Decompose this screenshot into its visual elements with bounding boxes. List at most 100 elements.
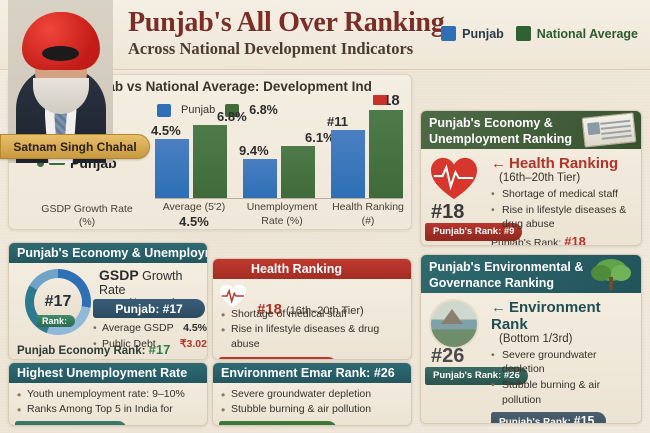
chart-plot-area: 4.5% 6.8% 9.4% 6.1% #11 18	[151, 92, 403, 199]
economy-stat-value: 4.5%	[183, 322, 207, 334]
speaker-nameplate: Satnam Singh Chahal	[0, 134, 150, 159]
environment-rank-value: #26	[305, 423, 325, 425]
economy-rank-value: #17	[44, 293, 72, 310]
x-label-gsdp: Average (5'2) 4.5%	[149, 201, 239, 230]
unemployment-rank-pill: Punjab's Rank: #4	[15, 421, 127, 426]
economy-stat-row: Public Debt ₹3.02	[93, 337, 207, 353]
bar-group-health: #11 18	[327, 92, 403, 198]
health-bullet: Shortage of medical staff	[221, 307, 403, 325]
x-label-gsdp-text: Average (5'2)	[162, 201, 226, 213]
right-environment-rank-pill: Punjab's Rank: #15	[491, 411, 607, 423]
arrow-left-icon: ←	[491, 299, 506, 316]
unemployment-rank-label: Punjab's Rank:	[23, 425, 98, 426]
x-label-unemployment-text: Unemployment Rate (%)	[246, 201, 318, 227]
tree-icon	[585, 257, 637, 291]
right-environment-bullets: Severe groundwater depletion Stubble bur…	[491, 348, 633, 407]
health-rank-pill-value: #18	[305, 359, 325, 360]
health-bullets: Shortage of medical staff Rise in lifest…	[213, 303, 411, 355]
flag-icon	[373, 95, 387, 105]
economy-stat-label: Public Debt	[102, 337, 156, 350]
economy-rank-bar: Punjab: #17	[93, 299, 205, 318]
chart-legend-swatch-national	[225, 103, 240, 117]
bar-label-punjab-health: #11	[327, 114, 348, 129]
bar-punjab-health: #11	[327, 114, 365, 198]
economy-heading-line: GSDP Growth Rate	[99, 267, 205, 297]
bar-punjab-gsdp: 4.5%	[151, 123, 189, 198]
bar-national-gsdp: 6.8%	[193, 109, 247, 198]
chart-x-axis	[155, 198, 403, 199]
right-environment-big-number: #26	[431, 345, 465, 367]
right-environment-bullet: Severe groundwater depletion	[491, 348, 633, 376]
right-economy-caption: Punjab's Economy & Unemployment Ranking	[421, 111, 641, 149]
environment-card: Environment Emar Rank: #26 Severe ground…	[212, 362, 412, 426]
right-environment-heading-text: Environment Rank	[491, 299, 601, 333]
right-environment-bullet: Stubble burning & air pollution	[491, 378, 633, 406]
right-environment-caption-text: Punjab's Environmental & Governance Rank…	[429, 260, 584, 290]
legend-swatch-punjab	[441, 26, 457, 41]
right-economy-heading-text: Health Ranking	[509, 155, 619, 172]
unemployment-bullet: Ranks Among Top 5 in India for	[17, 402, 199, 420]
right-economy-bullet: Rise in lifestyle diseases & drug abuse	[491, 203, 633, 231]
right-economy-card: Punjab's Economy & Unemployment Ranking …	[420, 110, 642, 246]
health-card: Health Ranking #18(16th–20th Tier) Short…	[212, 258, 412, 360]
bar-national-health: 18	[369, 92, 403, 198]
economy-card-caption: Punjab's Economy & Unemployment Ranking	[9, 243, 207, 263]
bar-national-unemployment: 6.1%	[281, 130, 335, 198]
heart-icon	[219, 283, 247, 309]
bar-punjab-unemployment: 9.4%	[239, 143, 277, 198]
arrow-left-icon: ←	[491, 155, 506, 172]
bar-label-punjab-gsdp: 4.5%	[151, 123, 181, 138]
economy-card: Punjab's Economy & Unemployment Ranking …	[8, 242, 208, 360]
landscape-icon	[429, 299, 479, 349]
chart-legend-label-national: 6.8%	[249, 103, 278, 117]
economy-stat-label: Average GSDP	[102, 322, 174, 334]
bar-group-gsdp: 4.5% 6.8%	[151, 109, 247, 198]
header-legend: Punjab National Average	[441, 26, 638, 41]
right-economy-big-number: #18	[431, 201, 465, 223]
newspaper-icon	[581, 112, 637, 148]
economy-footer-label: Punjab Economy Rank:	[17, 345, 146, 357]
unemployment-rank-value: #4	[101, 423, 114, 425]
unemployment-card: Highest Unemployment Rate Youth unemploy…	[8, 362, 208, 426]
right-economy-subtitle: (16th–20th Tier)	[499, 172, 581, 184]
economy-stat-row: Average GSDP 4.5%	[93, 321, 207, 337]
economy-rank-tag: Rank:	[37, 315, 76, 327]
environment-rank-label: Punjab's Rank:	[227, 425, 302, 426]
right-economy-heading: ← Health Ranking	[491, 155, 633, 172]
health-bullet: Rise in lifestyle diseases & drug abuse	[221, 322, 403, 352]
right-economy-bullet: Shortage of medical staff	[491, 187, 633, 201]
unemployment-bullet: Youth unemployment rate: 9–10%	[17, 387, 199, 405]
environment-bullet: Severe groundwater depletion	[221, 387, 403, 405]
economy-stat-value: ₹3.02	[179, 337, 207, 350]
economy-heading-rest: Growth Rate	[99, 269, 183, 297]
right-environment-subtitle: (Bottom 1/3rd)	[499, 333, 573, 345]
page-subtitle: Across National Development Indicators	[128, 38, 414, 58]
economy-footer-value: #17	[148, 342, 171, 357]
turban-icon	[21, 12, 100, 70]
right-economy-caption-text: Punjab's Economy & Unemployment Ranking	[429, 116, 573, 146]
x-label-health: Health Ranking (#)	[327, 201, 409, 228]
title-block: Punjab's All Over Ranking Across Nationa…	[128, 7, 445, 59]
chart-x-labels: Average (5'2) 4.5% Unemployment Rate (%) …	[9, 201, 413, 231]
page-title: Punjab's All Over Ranking	[128, 7, 445, 38]
right-economy-rank-label: Punjab's Rank:	[491, 236, 562, 246]
economy-footer: Punjab Economy Rank: #17	[17, 342, 170, 357]
environment-bullets: Severe groundwater depletion Stubble bur…	[213, 383, 411, 420]
legend-swatch-national	[515, 26, 531, 41]
health-card-caption: Health Ranking	[213, 259, 411, 279]
speaker-name: Satnam Singh Chahal	[13, 139, 137, 154]
economy-stat-rows: Average GSDP 4.5% Public Debt ₹3.02	[93, 321, 207, 353]
right-economy-rank: Punjab's Rank: #18	[491, 234, 633, 246]
environment-rank-pill: Punjab's Rank: #26	[219, 421, 338, 426]
chart-legend-swatch-punjab	[157, 103, 171, 117]
environment-bullet: Stubble burning & air pollution	[221, 402, 403, 420]
x-label-unemployment: Unemployment Rate (%)	[241, 201, 323, 228]
bar-label-national-unemployment: 6.1%	[305, 130, 335, 145]
chart-legend: Punjab 6.8%	[157, 103, 278, 117]
legend-label-national: National Average	[536, 26, 638, 41]
bar-group-unemployment: 9.4% 6.1%	[239, 130, 335, 198]
bar-label-punjab-unemployment: 9.4%	[239, 143, 269, 158]
right-economy-body: #18 Punjab's Rank: #9 ← Health Ranking (1…	[421, 149, 641, 246]
right-environment-card: Punjab's Environmental & Governance Rank…	[420, 254, 642, 424]
